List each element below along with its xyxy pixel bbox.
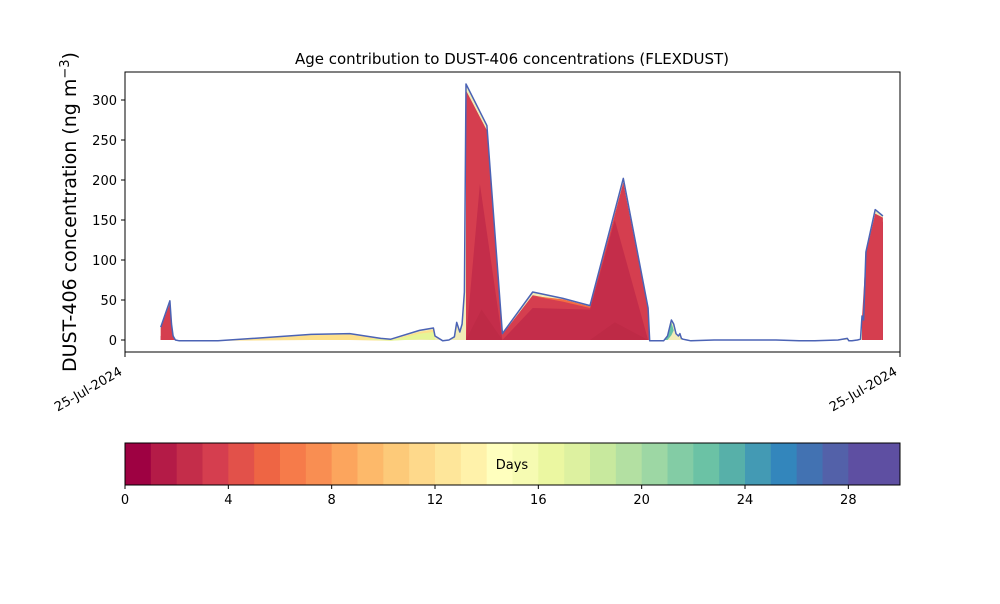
x-axis: 25-Jul-2024 25-Jul-2024 [52,352,901,415]
series-area-age-2 [160,90,883,341]
colorbar-segment [590,443,617,485]
colorbar-tick-label: 12 [427,493,444,508]
colorbar-segment [615,443,643,485]
plot-frame [124,71,901,353]
colorbar-segment [486,443,513,485]
colorbar-frame [124,442,901,486]
y-tick-label: 150 [92,214,117,229]
colorbar-segment [383,443,410,485]
y-tick-label: 50 [100,294,117,309]
colorbar-segment [564,443,591,485]
colorbar-tick-label: 8 [328,493,336,508]
colorbar-segment [512,443,539,485]
series-area-age-22 [663,322,674,340]
colorbar-segment [848,443,875,485]
colorbar-tick-label: 20 [633,493,650,508]
colorbar-segment [822,443,849,485]
colorbar-label: Days [496,458,529,473]
colorbar-segment [202,443,229,485]
colorbar-tick-label: 4 [224,493,232,508]
series-area-age-10 [218,329,435,341]
colorbar-segment [176,443,203,485]
y-tick-label: 200 [92,174,117,189]
colorbar-segment [435,443,462,485]
colorbar-segment [693,443,720,485]
y-axis-label-exponent: −3 [58,59,73,78]
colorbar-segment [460,443,488,485]
colorbar-segment [745,443,772,485]
colorbar-segment [254,443,281,485]
colorbar-segment [770,443,798,485]
colorbar-segment [305,443,333,485]
y-axis-label: DUST-406 concentration (ng m−3) [58,52,82,372]
y-axis: 0 50 100 150 200 250 300 [92,94,125,349]
y-tick-label: 100 [92,254,117,269]
series-area-age-1 [466,184,649,340]
colorbar-segment [667,443,694,485]
colorbar-segment [641,443,668,485]
colorbar-segment [538,443,565,485]
colorbar-tick-label: 0 [121,493,129,508]
colorbar-segment [125,443,152,485]
y-tick-label: 250 [92,134,117,149]
colorbar-tick-label: 24 [737,493,754,508]
series-area-age-0_5 [466,309,649,340]
colorbar-segment [228,443,255,485]
y-axis-label-main: DUST-406 concentration (ng m [59,79,81,372]
colorbar-segment [150,443,178,485]
colorbar-tick-label: 28 [840,493,857,508]
colorbar-segment [331,443,358,485]
colorbar-segment [719,443,746,485]
colorbar: 0 4 8 12 16 20 24 28 [121,442,901,508]
series-area-total [160,84,883,341]
colorbar-segment [409,443,436,485]
colorbar-segment [357,443,384,485]
y-tick-label: 0 [109,334,117,349]
x-tick-label: 25-Jul-2024 [827,364,900,415]
series-area-age-16 [357,332,435,341]
y-tick-label: 300 [92,94,117,109]
y-axis-label-close: ) [59,52,81,59]
colorbar-segment [874,443,901,485]
colorbar-segment [280,443,307,485]
colorbar-tick-label: 16 [530,493,547,508]
series-line-total [159,83,884,342]
chart-title: Age contribution to DUST-406 concentrati… [295,50,729,68]
colorbar-segment [796,443,823,485]
plot-area [124,71,901,353]
